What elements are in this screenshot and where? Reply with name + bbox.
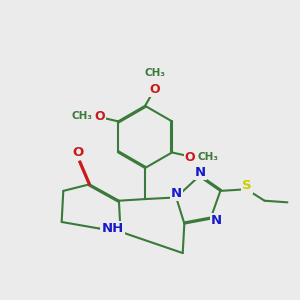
Text: O: O [95,110,106,123]
Text: N: N [211,214,222,227]
Text: O: O [72,146,84,159]
Text: N: N [195,167,206,179]
Text: CH₃: CH₃ [72,112,93,122]
Text: O: O [150,83,160,96]
Text: S: S [242,179,252,193]
Text: NH: NH [101,222,124,235]
Text: CH₃: CH₃ [144,68,165,78]
Text: O: O [185,151,195,164]
Text: CH₃: CH₃ [197,152,218,162]
Text: N: N [171,187,182,200]
